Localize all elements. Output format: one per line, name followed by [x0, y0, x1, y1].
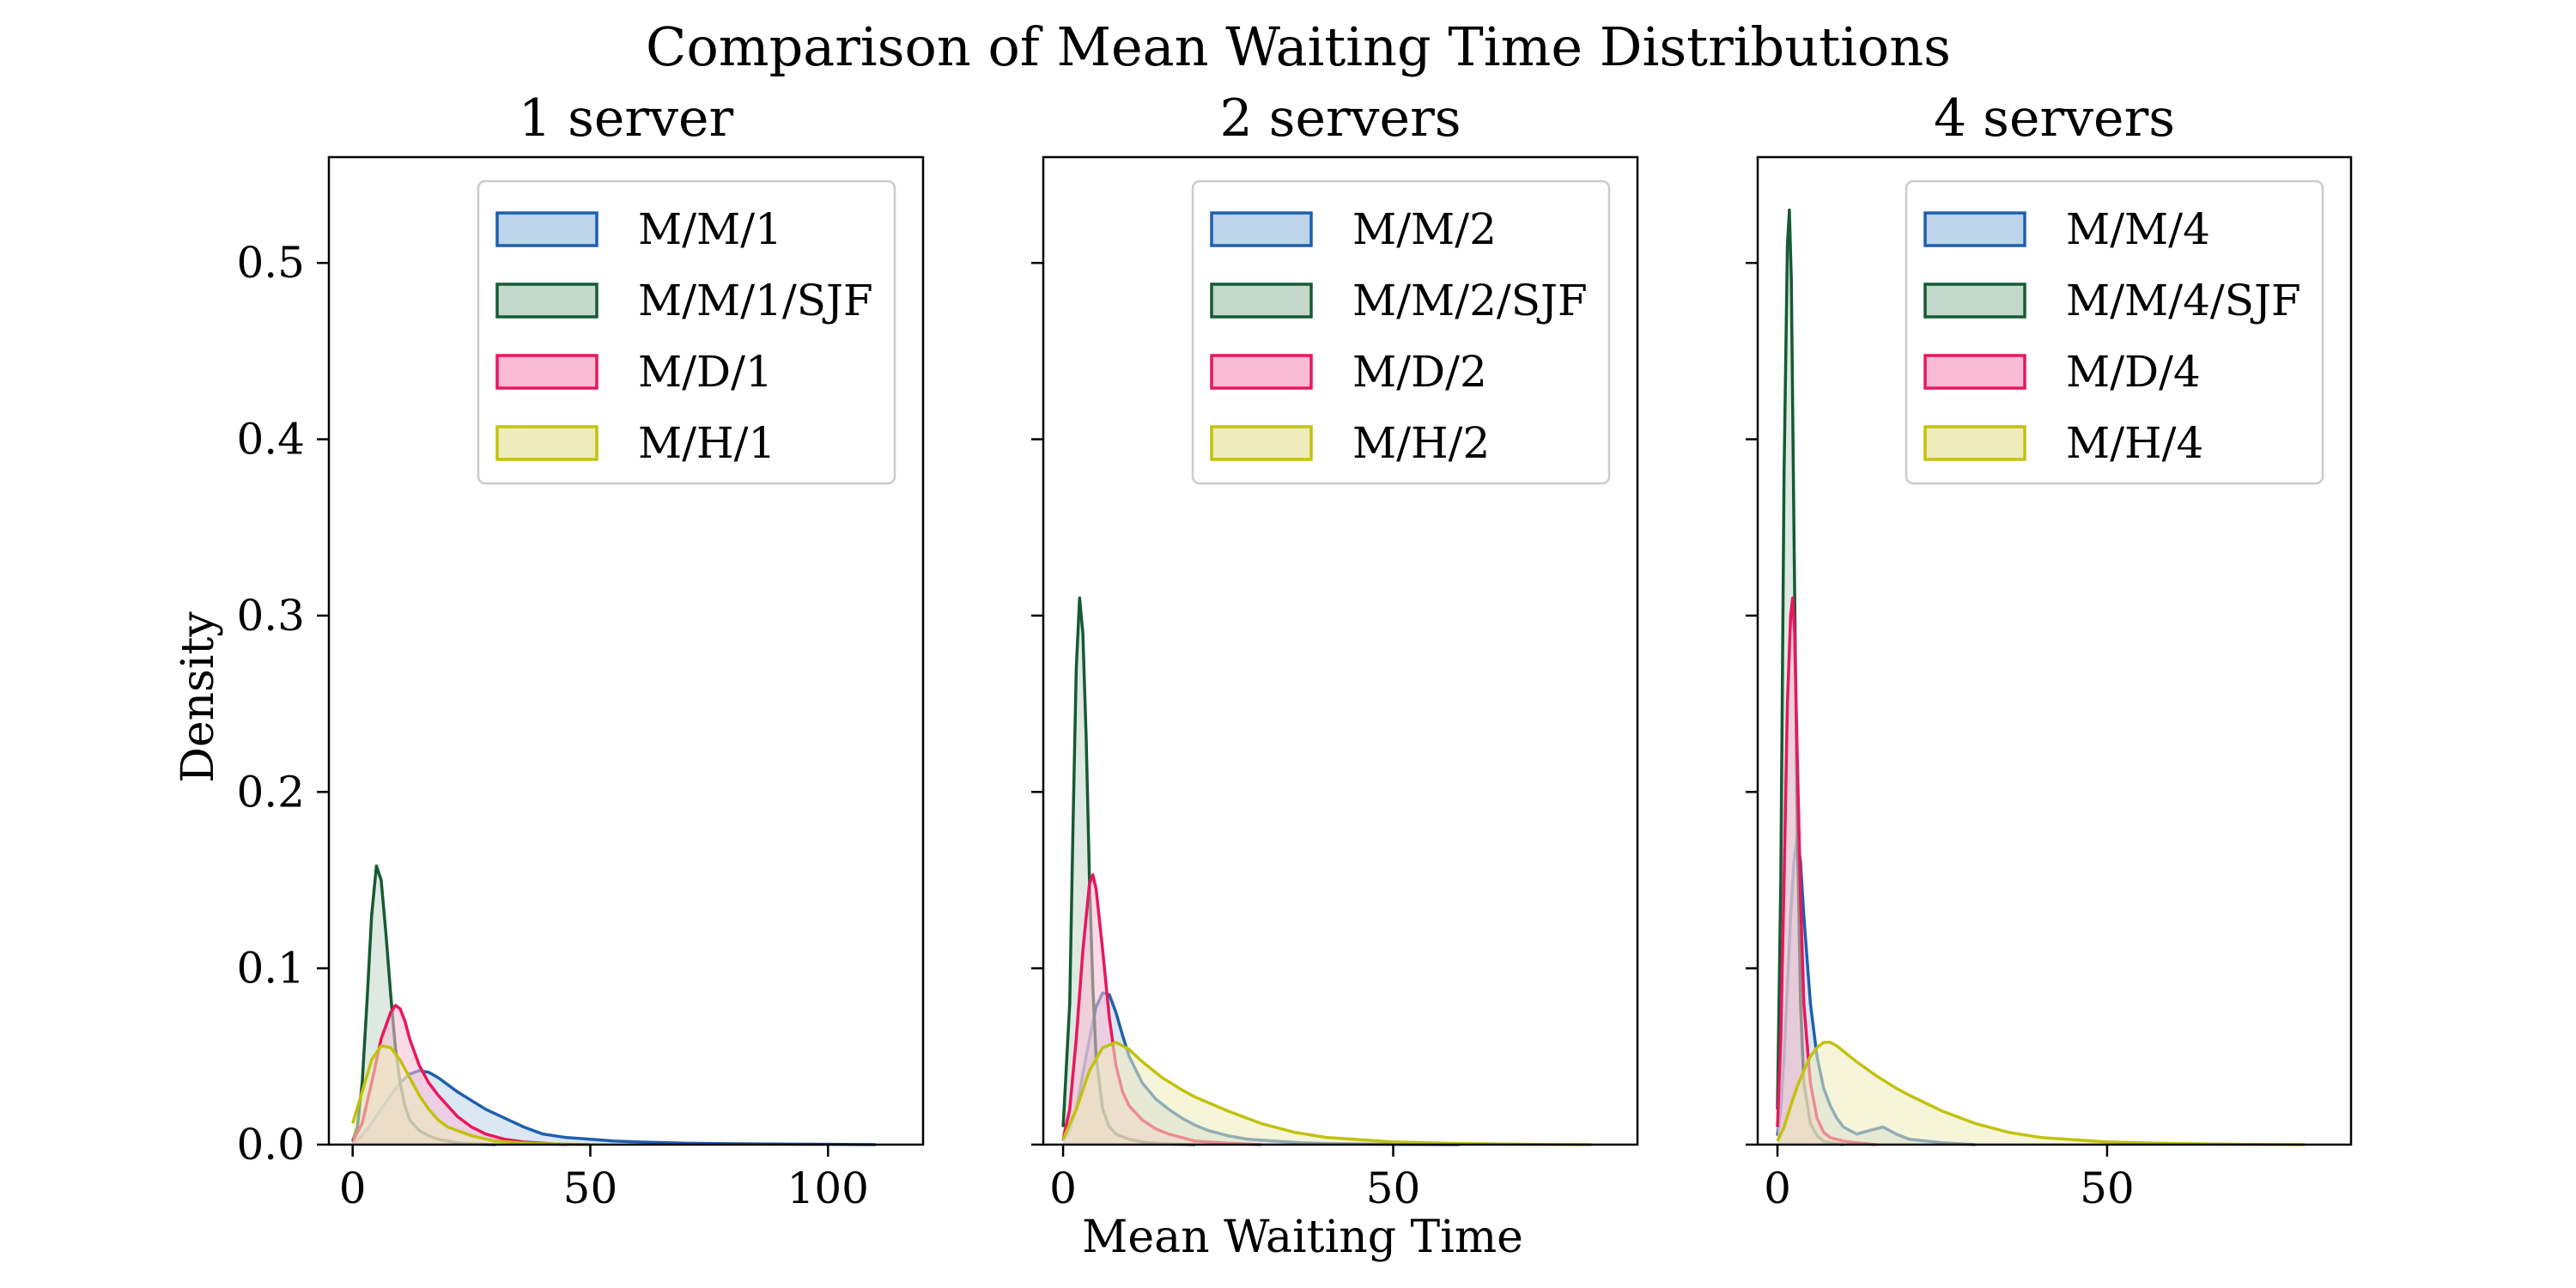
figure-title: Comparison of Mean Waiting Time Distribu…	[646, 15, 1951, 78]
axes-frame	[1756, 155, 2353, 1146]
legend: M/M/2 M/M/2/SJF M/D/2 M/H/2	[1191, 179, 1611, 485]
series-line	[351, 1044, 591, 1146]
subplot-3: 4 servers 0 50 M/M/4 M/M/4/SJF M/D/4 M/H/4	[1746, 88, 2353, 1213]
series-M/H/2	[1061, 1041, 1592, 1146]
x-tick-label: 50	[563, 1163, 618, 1213]
legend-label: M/M/1	[638, 204, 782, 254]
subplot-title: 4 servers	[1934, 88, 2175, 149]
legend-entry: M/D/2	[1210, 347, 1487, 397]
legend-box	[1191, 179, 1611, 485]
legend-swatch	[495, 425, 598, 461]
legend-label: M/H/4	[2066, 418, 2203, 468]
y-tick-label: 0.5	[236, 238, 305, 288]
x-tick-label: 0	[1049, 1163, 1077, 1213]
subplot-title: 2 servers	[1219, 88, 1461, 149]
subplot-title: 1 server	[519, 88, 734, 149]
x-tick-label: 0	[1764, 1163, 1791, 1213]
x-tick-label: 50	[1366, 1163, 1421, 1213]
x-tick-label: 100	[787, 1163, 869, 1213]
legend-entry: M/M/1	[495, 204, 782, 254]
y-tick-label: 0.1	[236, 944, 305, 993]
series-area	[1777, 1042, 2306, 1145]
y-tick-label: 0.3	[236, 591, 305, 641]
legend-label: M/M/4	[2066, 204, 2210, 254]
legend-swatch	[1923, 354, 2026, 390]
legend-label: M/D/1	[638, 347, 773, 397]
legend-swatch	[1923, 211, 2026, 247]
legend-swatch	[1210, 425, 1313, 461]
axes-frame	[1042, 155, 1639, 1146]
series-M/H/4	[1776, 1041, 2306, 1146]
x-tick-label: 50	[2080, 1163, 2135, 1213]
legend-swatch	[495, 283, 598, 319]
legend-swatch	[495, 354, 598, 390]
legend-swatch	[1923, 283, 2026, 319]
legend-swatch	[1210, 283, 1313, 319]
series-area	[1063, 1042, 1592, 1145]
legend-entry: M/D/4	[1923, 347, 2201, 397]
legend-entry: M/H/1	[495, 418, 775, 468]
x-tick-label: 0	[339, 1163, 367, 1213]
series-area	[352, 1046, 591, 1145]
legend-label: M/M/1/SJF	[638, 276, 873, 325]
legend-label: M/M/2/SJF	[1352, 276, 1588, 325]
series-M/H/1	[351, 1044, 591, 1146]
legend-label: M/D/4	[2066, 347, 2201, 397]
legend-label: M/H/1	[638, 418, 775, 468]
legend-entry: M/D/1	[495, 347, 773, 397]
legend-entry: M/M/4/SJF	[1923, 276, 2301, 325]
series-line	[1061, 1041, 1592, 1146]
legend-label: M/M/4/SJF	[2066, 276, 2301, 325]
legend-entry: M/H/2	[1210, 418, 1490, 468]
series-line	[351, 1004, 567, 1146]
series-line	[1776, 1041, 2306, 1146]
legend-entry: M/M/4	[1923, 204, 2210, 254]
legend-label: M/M/2	[1352, 204, 1497, 254]
x-axis-label: Mean Waiting Time	[1082, 1212, 1523, 1263]
y-tick-label: 0.2	[236, 767, 305, 817]
legend-box	[477, 179, 896, 485]
legend-swatch	[1210, 354, 1313, 390]
subplot-2: 2 servers 0 50 M/M/2 M/M/2/SJF M/D/2 M/H/2	[1031, 88, 1639, 1213]
axes-frame	[327, 155, 925, 1146]
series-area	[1777, 598, 1877, 1145]
legend: M/M/4 M/M/4/SJF M/D/4 M/H/4	[1905, 179, 2324, 485]
legend: M/M/1 M/M/1/SJF M/D/1 M/H/1	[477, 179, 896, 485]
legend-entry: M/M/2	[1210, 204, 1497, 254]
legend-swatch	[1923, 425, 2026, 461]
series-area	[352, 1070, 876, 1145]
legend-entry: M/M/1/SJF	[495, 276, 873, 325]
y-tick-label: 0.0	[236, 1120, 305, 1170]
legend-label: M/D/2	[1352, 347, 1487, 397]
legend-box	[1905, 179, 2324, 485]
legend-swatch	[1210, 211, 1313, 247]
legend-label: M/H/2	[1352, 418, 1490, 468]
y-tick-label: 0.4	[236, 415, 305, 465]
legend-entry: M/H/4	[1923, 418, 2203, 468]
y-axis-label: Density	[173, 611, 224, 783]
legend-entry: M/M/2/SJF	[1210, 276, 1588, 325]
legend-swatch	[495, 211, 598, 247]
